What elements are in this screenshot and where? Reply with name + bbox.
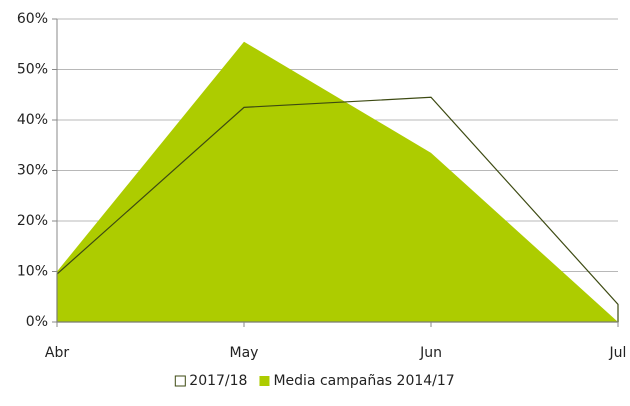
y-tick-label: 30%	[17, 163, 48, 179]
y-tick-label: 0%	[26, 314, 48, 330]
y-tick-label: 50%	[17, 62, 48, 78]
area	[57, 41, 618, 322]
x-tick-label: May	[230, 345, 259, 361]
x-tick-label: Abr	[45, 345, 69, 361]
x-tick-label: Jun	[419, 345, 442, 361]
y-tick-label: 40%	[17, 112, 48, 128]
legend-label: Media campañas 2014/17	[273, 373, 454, 389]
legend-swatch	[259, 376, 270, 386]
y-tick-label: 60%	[17, 11, 48, 27]
x-tick-label: Jul	[609, 345, 627, 361]
legend-label: 2017/18	[189, 373, 247, 389]
y-tick-label: 10%	[17, 264, 48, 280]
legend-swatch	[174, 375, 186, 387]
y-tick-label: 20%	[17, 213, 48, 229]
